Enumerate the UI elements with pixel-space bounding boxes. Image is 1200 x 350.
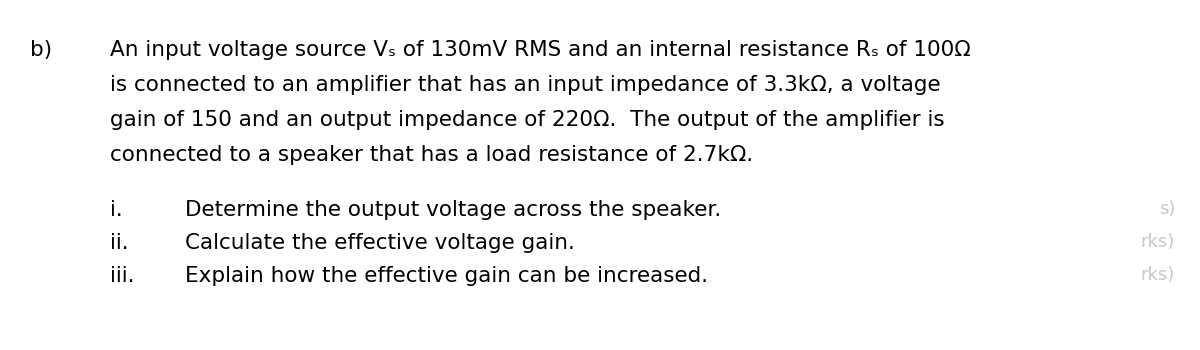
Text: s): s) xyxy=(1159,200,1175,218)
Text: iii.: iii. xyxy=(110,266,134,286)
Text: is connected to an amplifier that has an input impedance of 3.3kΩ, a voltage: is connected to an amplifier that has an… xyxy=(110,75,941,95)
Text: connected to a speaker that has a load resistance of 2.7kΩ.: connected to a speaker that has a load r… xyxy=(110,145,754,165)
Text: gain of 150 and an output impedance of 220Ω.  The output of the amplifier is: gain of 150 and an output impedance of 2… xyxy=(110,110,944,130)
Text: rks): rks) xyxy=(1141,266,1175,284)
Text: Determine the output voltage across the speaker.: Determine the output voltage across the … xyxy=(185,200,721,220)
Text: An input voltage source Vₛ of 130mV RMS and an internal resistance Rₛ of 100Ω: An input voltage source Vₛ of 130mV RMS … xyxy=(110,40,971,60)
Text: b): b) xyxy=(30,40,52,60)
Text: ii.: ii. xyxy=(110,233,128,253)
Text: rks): rks) xyxy=(1141,233,1175,251)
Text: i.: i. xyxy=(110,200,122,220)
Text: Calculate the effective voltage gain.: Calculate the effective voltage gain. xyxy=(185,233,575,253)
Text: Explain how the effective gain can be increased.: Explain how the effective gain can be in… xyxy=(185,266,708,286)
